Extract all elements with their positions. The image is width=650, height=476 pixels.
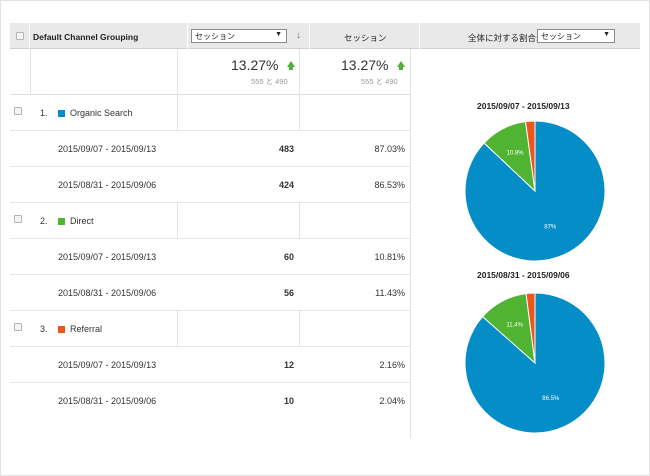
table-row: 2015/09/07 - 2015/09/13 12 2.16%	[10, 347, 410, 383]
group-index: 1.	[40, 108, 48, 118]
direct-color-swatch	[58, 218, 65, 225]
group-link[interactable]: Organic Search	[70, 108, 133, 118]
select-all-checkbox[interactable]	[16, 32, 24, 40]
pct-value: 87.03%	[374, 144, 405, 154]
pct-value: 86.53%	[374, 180, 405, 190]
group-row: 2. Direct	[10, 203, 410, 239]
pie-label: 86.5%	[542, 396, 560, 402]
pct-value: 10.81%	[374, 252, 405, 262]
metric-select[interactable]: セッション ▼	[191, 29, 287, 43]
up-arrow-icon	[397, 61, 405, 67]
chart-divider	[410, 49, 411, 438]
group-row: 3. Referral	[10, 311, 410, 347]
pie-title-2: 2015/08/31 - 2015/09/06	[477, 270, 570, 280]
row-checkbox[interactable]	[14, 323, 22, 331]
sessions-value: 10	[283, 396, 294, 406]
pie-chart-1: 87% 10.8%	[464, 120, 606, 262]
pie-slice-referral	[525, 292, 536, 364]
totals-row: 13.27% 555 と 490 13.27% 555 と 490	[10, 49, 410, 95]
metric2-label: セッション	[344, 33, 387, 43]
date-range: 2015/09/07 - 2015/09/13	[58, 144, 157, 154]
pct-value: 2.04%	[379, 396, 405, 406]
pct-value: 2.16%	[379, 360, 405, 370]
date-range: 2015/09/07 - 2015/09/13	[58, 360, 157, 370]
pie-title-1: 2015/09/07 - 2015/09/13	[477, 101, 570, 111]
total-pct-1: 13.27%	[231, 57, 279, 73]
pie-label: 10.8%	[507, 150, 525, 156]
dimension-header: Default Channel Grouping	[30, 23, 188, 49]
pie-label: 87%	[544, 224, 557, 230]
row-checkbox[interactable]	[14, 107, 22, 115]
group-link[interactable]: Direct	[70, 216, 94, 226]
dimension-label: Default Channel Grouping	[33, 32, 139, 42]
pct-value: 11.43%	[375, 288, 405, 298]
table-row: 2015/08/31 - 2015/09/06 56 11.43%	[10, 275, 410, 311]
sessions-value: 424	[278, 180, 294, 190]
date-range: 2015/08/31 - 2015/09/06	[58, 288, 157, 298]
row-checkbox[interactable]	[14, 215, 22, 223]
header-checkbox-cell	[10, 23, 30, 49]
sort-arrow-icon[interactable]: ↓	[296, 30, 301, 41]
table-row: 2015/09/07 - 2015/09/13 483 87.03%	[10, 131, 410, 167]
pie-label: 11.4%	[506, 323, 523, 329]
sessions-value: 12	[283, 360, 294, 370]
contribution-label: 全体に対する割合:	[468, 33, 539, 43]
contribution-select[interactable]: セッション ▼	[537, 29, 615, 43]
table-row: 2015/08/31 - 2015/09/06 10 2.04%	[10, 383, 410, 419]
metric-select-value: セッション	[195, 32, 235, 41]
table-header: Default Channel Grouping セッション ▼ ↓ セッション…	[10, 23, 640, 49]
dropdown-arrow-icon: ▼	[603, 31, 610, 38]
metric2-header: セッション	[310, 23, 420, 49]
sessions-value: 483	[278, 144, 294, 154]
up-arrow-icon	[287, 61, 295, 67]
total-sub-1: 555 と 490	[251, 77, 288, 86]
table-row: 2015/09/07 - 2015/09/13 60 10.81%	[10, 239, 410, 275]
group-row: 1. Organic Search	[10, 95, 410, 131]
referral-color-swatch	[58, 326, 65, 333]
organic-color-swatch	[58, 110, 65, 117]
contribution-header: 全体に対する割合: セッション ▼	[420, 23, 640, 49]
date-range: 2015/09/07 - 2015/09/13	[58, 252, 157, 262]
date-range: 2015/08/31 - 2015/09/06	[58, 180, 157, 190]
pie-chart-2: 86.5% 11.4%	[464, 292, 606, 434]
group-index: 3.	[40, 324, 48, 334]
contribution-select-value: セッション	[541, 32, 581, 41]
pie-slice-referral	[524, 120, 536, 192]
total-sub-2: 555 と 490	[361, 77, 398, 86]
group-index: 2.	[40, 216, 48, 226]
total-pct-2: 13.27%	[341, 57, 389, 73]
sessions-value: 60	[283, 252, 294, 262]
group-link[interactable]: Referral	[70, 324, 103, 334]
table-row: 2015/08/31 - 2015/09/06 424 86.53%	[10, 167, 410, 203]
date-range: 2015/08/31 - 2015/09/06	[58, 396, 157, 406]
sessions-value: 56	[283, 288, 294, 298]
metric1-header: セッション ▼ ↓	[188, 23, 310, 49]
report-table: Default Channel Grouping セッション ▼ ↓ セッション…	[10, 23, 640, 438]
dropdown-arrow-icon: ▼	[275, 31, 282, 38]
